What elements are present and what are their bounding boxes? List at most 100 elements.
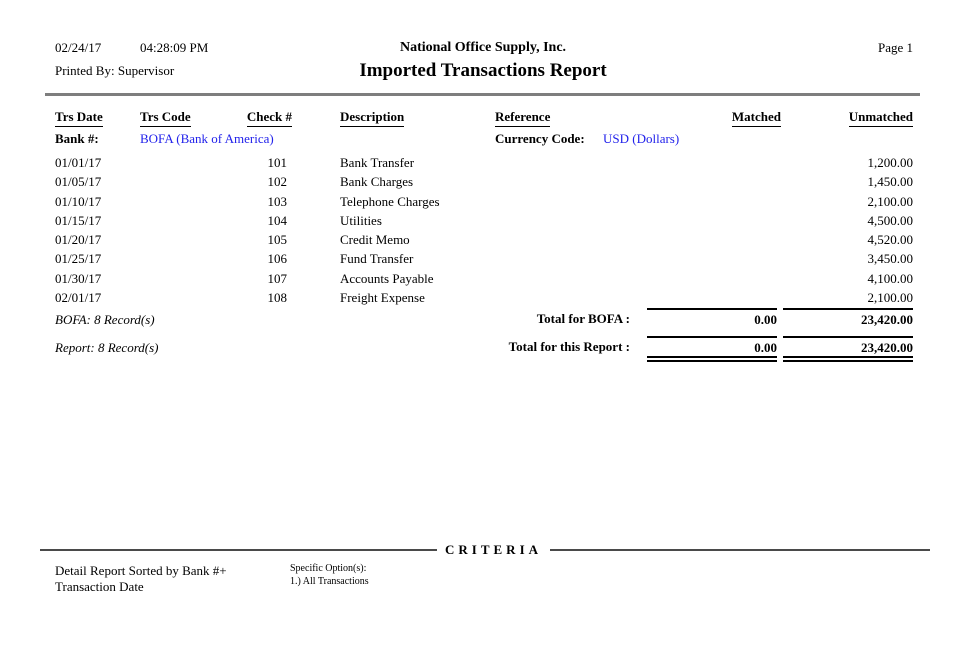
cell-reference (495, 172, 650, 191)
cell-trs-code (140, 172, 240, 191)
transactions-table: Trs Date Trs Code Check # Description Re… (55, 109, 913, 307)
cell-description: Bank Transfer (340, 155, 415, 170)
cell-matched (650, 211, 781, 230)
cell-trs-date: 01/01/17 (55, 155, 102, 170)
cell-description: Bank Charges (340, 174, 414, 190)
cell-description: Credit Memo (340, 232, 410, 248)
cell-trs-date: 01/15/17 (55, 212, 102, 228)
criteria-line-right (550, 548, 930, 551)
cell-matched (650, 288, 781, 307)
criteria-line-left (40, 548, 437, 551)
table-row: 01/01/17 101 Bank Transfer 1,200.00 (55, 153, 913, 172)
table-row: 01/15/17 104 Utilities 4,500.00 (55, 211, 913, 230)
cell-description: Accounts Payable (340, 270, 434, 286)
bank-record-count: BOFA: 8 Record(s) (55, 312, 155, 327)
criteria-options: Specific Option(s): 1.) All Transactions (290, 562, 369, 588)
cell-description: Utilities (340, 212, 382, 228)
table-row: 01/10/17 103 Telephone Charges 2,100.00 (55, 192, 913, 211)
report-total-matched-underline (647, 356, 777, 362)
col-header-reference: Reference (495, 109, 650, 127)
cell-trs-date: 01/05/17 (55, 174, 102, 190)
cell-check-number: 105 (267, 232, 288, 248)
cell-unmatched: 3,450.00 (867, 251, 914, 267)
criteria-sort-line2: Transaction Date (55, 579, 144, 594)
cell-trs-date: 02/01/17 (55, 290, 102, 306)
cell-check-number: 104 (267, 212, 288, 228)
cell-reference (495, 269, 650, 288)
transaction-rows: 01/01/17 101 Bank Transfer 1,200.00 01/05/17… (55, 153, 913, 307)
cell-trs-code (140, 288, 240, 307)
cell-trs-code (140, 211, 240, 230)
criteria-options-label: Specific Option(s): (290, 563, 367, 574)
col-header-trs-code: Trs Code (140, 109, 240, 127)
cell-check-number: 108 (267, 290, 288, 306)
cell-description: Fund Transfer (340, 251, 414, 267)
cell-trs-code (140, 192, 240, 211)
cell-trs-date: 01/25/17 (55, 251, 102, 267)
printed-by: Printed By: Supervisor (55, 63, 175, 78)
table-row: 01/25/17 106 Fund Transfer 3,450.00 (55, 249, 913, 268)
report-total-unmatched-underline (783, 356, 913, 362)
cell-reference (495, 249, 650, 268)
bank-row: Bank #: BOFA (Bank of America) Currency … (55, 131, 913, 151)
cell-reference (495, 211, 650, 230)
cell-description: Freight Expense (340, 290, 425, 306)
cell-spacer (292, 172, 340, 191)
cell-trs-code (140, 269, 240, 288)
cell-reference (495, 288, 650, 307)
cell-description: Telephone Charges (340, 193, 440, 209)
table-row: 01/05/17 102 Bank Charges 1,450.00 (55, 172, 913, 191)
report-total-label: Total for this Report : (508, 339, 630, 354)
cell-trs-code (140, 230, 240, 249)
cell-trs-date: 01/30/17 (55, 270, 102, 286)
criteria-section: CRITERIA (40, 542, 930, 557)
bank-total-matched: 0.00 (647, 308, 777, 328)
cell-reference (495, 153, 650, 172)
print-date: 02/24/17 (55, 40, 102, 55)
cell-unmatched: 1,200.00 (867, 155, 914, 170)
col-header-description: Description (340, 109, 495, 127)
cell-matched (650, 192, 781, 211)
report-record-count: Report: 8 Record(s) (55, 340, 159, 355)
cell-check-number: 103 (267, 193, 288, 209)
cell-trs-code (140, 249, 240, 268)
cell-reference (495, 230, 650, 249)
print-time: 04:28:09 PM (140, 40, 209, 55)
cell-matched (650, 249, 781, 268)
page-number: Page 1 (877, 40, 913, 55)
cell-trs-code (140, 153, 240, 172)
table-row: 01/20/17 105 Credit Memo 4,520.00 (55, 230, 913, 249)
col-header-unmatched: Unmatched (781, 109, 913, 127)
criteria-heading: CRITERIA (445, 541, 543, 557)
bank-total-label: Total for BOFA : (536, 311, 630, 326)
bank-label: Bank #: (55, 131, 99, 146)
cell-spacer (292, 288, 340, 307)
table-header-row: Trs Date Trs Code Check # Description Re… (55, 109, 913, 127)
criteria-option-1: 1.) All Transactions (290, 576, 369, 587)
cell-unmatched: 4,100.00 (867, 270, 914, 286)
report-total-unmatched: 23,420.00 (783, 336, 913, 356)
cell-spacer (292, 269, 340, 288)
criteria-sort-line1: Detail Report Sorted by Bank #+ (55, 563, 227, 578)
table-row: 01/30/17 107 Accounts Payable 4,100.00 (55, 269, 913, 288)
cell-unmatched: 1,450.00 (867, 174, 914, 190)
report-title: Imported Transactions Report (359, 60, 607, 81)
cell-spacer (292, 211, 340, 230)
bank-total-unmatched: 23,420.00 (783, 308, 913, 328)
cell-matched (650, 172, 781, 191)
currency-value: USD (Dollars) (603, 131, 680, 146)
cell-check-number: 102 (267, 174, 288, 190)
cell-unmatched: 4,520.00 (867, 232, 914, 248)
report-total-matched: 0.00 (647, 336, 777, 356)
cell-trs-date: 01/10/17 (55, 193, 102, 209)
cell-check-number: 107 (267, 270, 288, 286)
cell-matched (650, 269, 781, 288)
criteria-sort-description: Detail Report Sorted by Bank #+ Transact… (55, 563, 227, 595)
cell-check-number: 101 (267, 155, 288, 170)
table-row: 02/01/17 108 Freight Expense 2,100.00 (55, 288, 913, 307)
col-spacer (292, 109, 340, 127)
cell-matched (650, 230, 781, 249)
cell-unmatched: 2,100.00 (867, 290, 914, 306)
cell-reference (495, 192, 650, 211)
